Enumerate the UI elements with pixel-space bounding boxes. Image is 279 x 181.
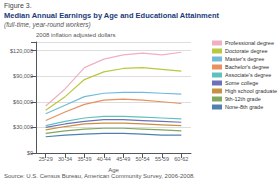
- svg-text:Professional degree: Professional degree: [225, 40, 274, 46]
- svg-text:2008 inflation adjusted dollar: 2008 inflation adjusted dollars: [36, 32, 115, 38]
- svg-text:55-59: 55-59: [155, 156, 169, 162]
- svg-text:25-29: 25-29: [39, 156, 53, 162]
- svg-text:Doctorate degree: Doctorate degree: [225, 48, 267, 54]
- svg-text:30-34: 30-34: [58, 156, 72, 162]
- svg-text:$0: $0: [27, 150, 33, 156]
- svg-text:$30,000: $30,000: [13, 124, 33, 130]
- svg-text:Bachelor's degree: Bachelor's degree: [225, 64, 269, 70]
- svg-text:35-39: 35-39: [77, 156, 91, 162]
- svg-text:9th-12th grade: 9th-12th grade: [225, 96, 261, 102]
- svg-text:50-54: 50-54: [136, 156, 150, 162]
- svg-text:Median Annual Earnings by Age: Median Annual Earnings by Age and Educat…: [4, 11, 220, 20]
- svg-text:None-8th grade: None-8th grade: [225, 104, 263, 110]
- svg-text:45-49: 45-49: [116, 156, 130, 162]
- svg-text:40-44: 40-44: [97, 156, 111, 162]
- svg-text:$60,000: $60,000: [13, 99, 33, 105]
- svg-text:60-62: 60-62: [174, 156, 188, 162]
- svg-text:$90,000: $90,000: [13, 73, 33, 79]
- svg-text:(full-time, year-round workers: (full-time, year-round workers): [4, 21, 91, 29]
- svg-text:Some college: Some college: [225, 80, 258, 86]
- svg-text:Source: U.S. Census Bureau, Am: Source: U.S. Census Bureau, American Com…: [4, 173, 195, 179]
- svg-text:Master's degree: Master's degree: [225, 56, 264, 62]
- svg-text:$120,000: $120,000: [10, 48, 33, 54]
- svg-text:High school graduate: High school graduate: [225, 88, 277, 94]
- svg-text:Age: Age: [108, 167, 119, 173]
- svg-text:Figure 3.: Figure 3.: [4, 2, 32, 10]
- svg-text:Associate's degree: Associate's degree: [225, 72, 271, 78]
